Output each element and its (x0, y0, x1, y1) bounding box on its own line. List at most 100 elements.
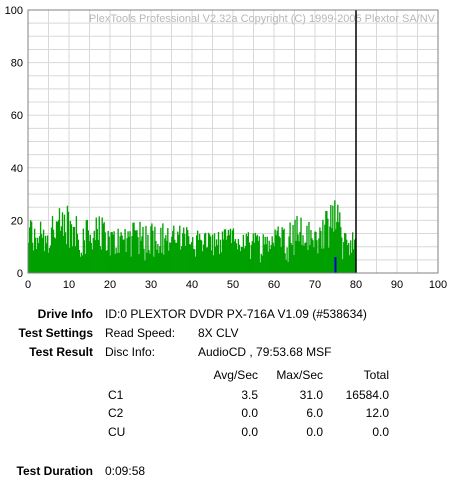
c1-bar (229, 228, 232, 273)
c1-bar (311, 238, 313, 273)
c1-bar (106, 250, 108, 273)
c1-bar (73, 226, 76, 273)
c1-bar (144, 260, 146, 273)
c1-bar (287, 261, 289, 273)
c1-bar (88, 241, 90, 273)
c1-bar (236, 249, 239, 273)
c1-bar (160, 227, 162, 273)
c1-bar (232, 228, 235, 273)
c1-bar (291, 244, 293, 273)
x-tick-label: 50 (227, 279, 239, 291)
c1-bar (69, 220, 72, 273)
c1-bar (215, 239, 218, 273)
x-tick-label: 100 (429, 279, 447, 291)
c1-bar (41, 237, 44, 273)
c1-bar (29, 220, 32, 273)
c1-bar (116, 252, 118, 273)
c1-bar (190, 244, 192, 273)
c1-bar (351, 252, 353, 273)
c1-bar (319, 227, 321, 273)
c1-bar (200, 240, 203, 273)
c1-bar (184, 233, 186, 273)
c1-bar (133, 222, 135, 273)
c1-bar (85, 220, 87, 273)
x-tick-label: 80 (350, 279, 362, 291)
c1-bar (326, 211, 328, 273)
c1-bar (209, 236, 212, 273)
total-header: Total (363, 368, 389, 382)
c1-bar (173, 225, 175, 273)
c1-bar (285, 259, 287, 273)
c1-bar (46, 235, 49, 273)
c1-bar (102, 223, 104, 273)
c1-bar (61, 212, 64, 273)
c1-bar (131, 236, 133, 273)
c1-bar (124, 229, 126, 273)
c1-bar (354, 239, 356, 273)
c1-bar (134, 230, 136, 273)
c1-bar (228, 234, 231, 273)
c1-bar (166, 240, 168, 273)
test-settings-label: Test Settings (18, 326, 93, 340)
c1-bar (230, 243, 233, 273)
c1-bar (222, 239, 225, 273)
c1-bar (278, 236, 280, 273)
c1-bar (249, 258, 251, 273)
c1-bar (341, 237, 343, 273)
c1-bar (71, 246, 74, 273)
c1-bar (292, 225, 294, 273)
c1-bar (168, 250, 170, 273)
c1-bar (121, 235, 123, 273)
c1-bar (234, 239, 237, 273)
c1-bar (322, 219, 324, 273)
c1-bar (320, 230, 322, 273)
c1-bar (28, 242, 30, 273)
c1-bar (80, 252, 83, 273)
c1-bar (68, 247, 71, 273)
row-c1-total: 16584.0 (345, 388, 389, 402)
c1-bar (40, 234, 43, 273)
c1-bar (182, 233, 184, 273)
c1-bar (231, 230, 234, 273)
test-duration-label: Test Duration (16, 464, 93, 478)
c1-bar (176, 242, 178, 273)
c1-bar (194, 256, 197, 273)
c1-bar (37, 243, 40, 273)
disc-info-value: AudioCD , 79:53.68 MSF (198, 345, 332, 359)
c1-bar (183, 227, 185, 273)
c1-bar (275, 235, 277, 273)
c1-bar (262, 234, 264, 273)
x-tick-label: 70 (309, 279, 321, 291)
c1-bar (66, 205, 69, 273)
c1-bar (350, 240, 352, 273)
c1-bar (107, 230, 109, 273)
c1-bar (277, 226, 279, 273)
c1-bar (72, 226, 75, 273)
c1-bar (56, 221, 59, 273)
c1-bar (258, 236, 260, 273)
y-tick-label: 80 (11, 58, 23, 70)
c1-bar (70, 224, 73, 273)
c1-bar (188, 236, 190, 273)
c1-bar (223, 229, 226, 273)
c1-bar (109, 255, 111, 273)
c1-bar (91, 249, 93, 273)
row-cu-max: 0.0 (306, 425, 323, 439)
c1-bar (94, 240, 96, 273)
c1-bar (261, 255, 263, 273)
c1-bar (97, 239, 99, 273)
c1-bar (337, 204, 339, 273)
c1-bar (63, 214, 66, 273)
c1-bar (78, 249, 81, 273)
c1-bar (132, 222, 134, 273)
c1-bar (243, 248, 246, 273)
c1-bar (141, 236, 143, 273)
c1-bar (318, 238, 320, 273)
plot-frame (27, 9, 439, 274)
c1-bar (216, 245, 219, 273)
y-tick-label: 20 (11, 215, 23, 227)
c1-bar (264, 236, 266, 273)
c1-bars (28, 200, 357, 273)
c1-bar (240, 246, 243, 273)
c1-bar (179, 225, 181, 273)
